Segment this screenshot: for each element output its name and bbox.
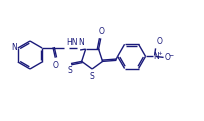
Text: O: O	[165, 53, 171, 62]
Text: N: N	[78, 38, 84, 47]
Text: O: O	[157, 37, 162, 46]
Text: S: S	[67, 66, 72, 75]
Text: +: +	[157, 51, 162, 56]
Text: O: O	[53, 61, 59, 70]
Text: −: −	[169, 52, 174, 57]
Text: HN: HN	[66, 38, 78, 47]
Text: O: O	[99, 27, 104, 36]
Text: S: S	[90, 72, 94, 81]
Text: N: N	[11, 44, 17, 53]
Text: N: N	[154, 52, 159, 61]
